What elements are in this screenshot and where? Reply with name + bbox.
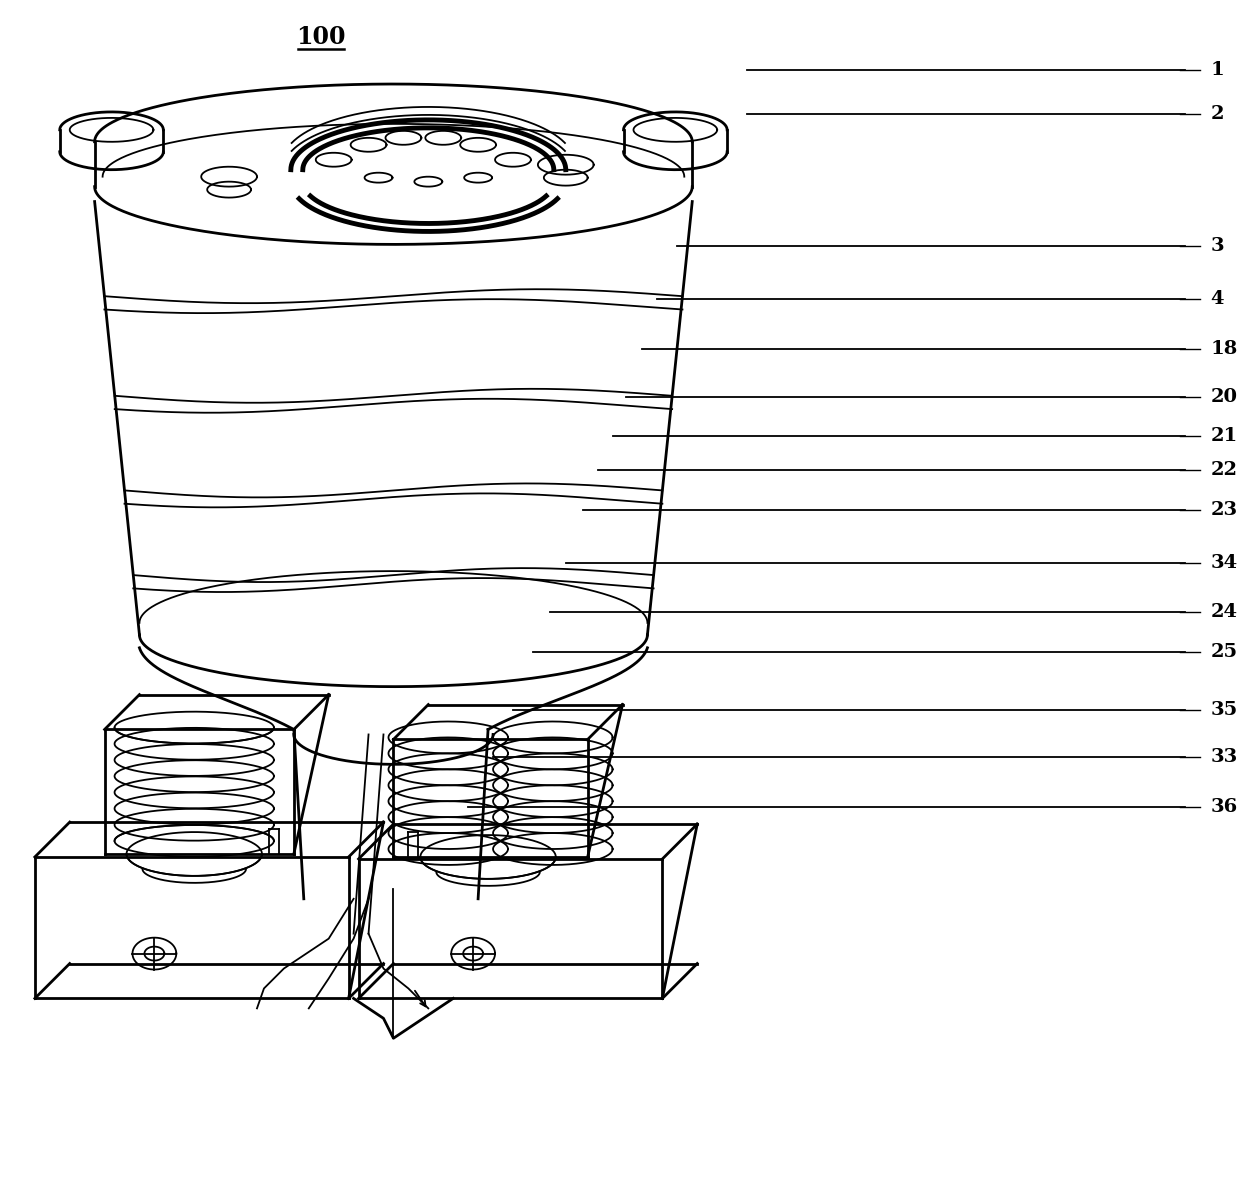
Text: 2: 2: [1210, 105, 1224, 123]
Text: 36: 36: [1210, 798, 1238, 816]
Text: 4: 4: [1210, 290, 1224, 308]
Text: 23: 23: [1210, 501, 1238, 519]
Text: 24: 24: [1210, 602, 1238, 620]
Text: 22: 22: [1210, 462, 1238, 480]
Text: 21: 21: [1210, 427, 1238, 445]
Text: 25: 25: [1210, 643, 1238, 661]
Text: 33: 33: [1210, 748, 1238, 766]
Text: 3: 3: [1210, 237, 1224, 255]
Text: 34: 34: [1210, 554, 1238, 573]
Text: 20: 20: [1210, 388, 1238, 406]
Text: 35: 35: [1210, 700, 1238, 718]
Text: 18: 18: [1210, 340, 1238, 358]
Text: 100: 100: [296, 25, 346, 49]
Text: 1: 1: [1210, 61, 1224, 79]
